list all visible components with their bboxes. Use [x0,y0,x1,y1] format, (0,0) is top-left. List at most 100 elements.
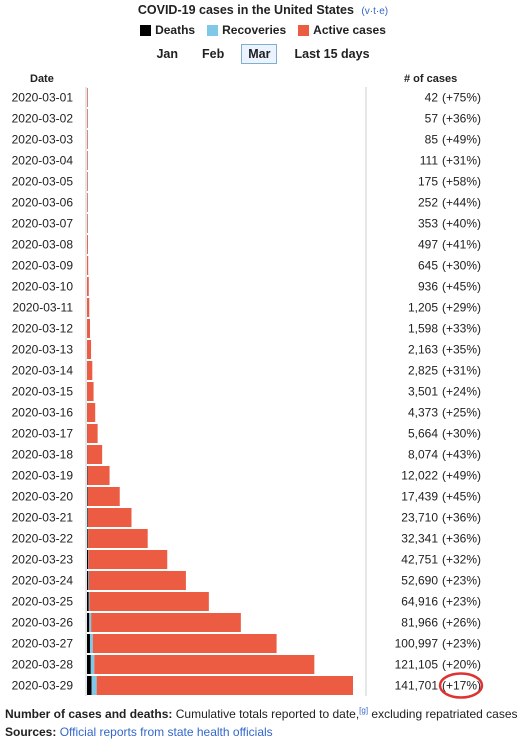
date-label: 2020-03-15 [12,385,74,399]
total-label: 252 [418,196,438,210]
bar-recoveries [88,550,89,569]
date-label: 2020-03-26 [12,616,74,630]
date-label: 2020-03-05 [12,175,74,189]
change-label: (+32%) [442,553,481,567]
bar-active-cases [87,130,88,149]
bar-deaths [87,613,90,632]
change-label: (+43%) [442,448,481,462]
bar-deaths [87,592,89,611]
total-label: 141,701 [395,679,439,693]
bar-deaths [87,550,89,569]
change-label: (+45%) [442,490,481,504]
edit-link[interactable]: e [379,6,385,17]
date-label: 2020-03-11 [13,301,74,315]
total-label: 17,439 [401,490,438,504]
month-tabs: Jan Feb Mar Last 15 days [0,44,526,64]
footnote-ref[interactable]: [g] [359,706,369,715]
date-label: 2020-03-21 [12,511,74,525]
date-label: 2020-03-09 [12,259,74,273]
date-label: 2020-03-28 [12,658,74,672]
bar-active-cases [87,256,89,275]
legend-swatch-recoveries [207,24,219,36]
date-label: 2020-03-18 [12,448,74,462]
bar-active-cases [87,361,93,380]
change-label: (+45%) [442,280,481,294]
date-label: 2020-03-29 [12,679,74,693]
date-label: 2020-03-13 [12,343,74,357]
total-label: 175 [418,175,438,189]
bar-active-cases [87,298,90,317]
change-label: (+20%) [442,658,481,672]
cases-chart: 2020-03-01 42 (+75%)2020-03-02 57 (+36%)2020… [12,87,484,699]
tab-feb[interactable]: Feb [202,47,225,61]
bar-recoveries [87,508,89,527]
legend-swatch-deaths [140,24,152,36]
bar-recoveries [91,676,97,695]
change-label: (+36%) [442,511,481,525]
bar-deaths [87,655,91,674]
date-label: 2020-03-08 [12,238,74,252]
total-label: 111 [420,154,439,168]
total-label: 936 [418,280,438,294]
date-label: 2020-03-01 [12,91,74,105]
change-label: (+31%) [442,154,481,168]
date-label: 2020-03-22 [12,532,74,546]
view-link[interactable]: v [364,6,370,17]
change-label: (+44%) [442,196,481,210]
date-label: 2020-03-04 [12,154,74,168]
total-label: 12,022 [401,469,438,483]
sources-link[interactable]: Official reports from state health offic… [59,725,273,739]
bar-active-cases [92,634,277,653]
total-label: 85 [425,133,439,147]
date-label: 2020-03-06 [12,196,74,210]
bar-active-cases [91,613,241,632]
change-label: (+36%) [442,532,481,546]
bar-active-cases [87,487,120,506]
change-label: (+25%) [442,406,481,420]
total-label: 2,163 [408,343,438,357]
total-label: 57 [425,112,439,126]
bar-deaths [87,529,88,548]
change-label: (+29%) [442,301,481,315]
date-label: 2020-03-12 [12,322,74,336]
date-label: 2020-03-20 [12,490,74,504]
legend-label-recoveries: Recoveries [222,23,287,37]
tab-mar[interactable]: Mar [241,44,278,64]
total-label: 1,205 [408,301,438,315]
bar-deaths [87,634,90,653]
legend-label-active: Active cases [313,23,386,37]
legend-active: Active cases [298,23,386,37]
total-label: 8,074 [408,448,438,462]
talk-link[interactable]: t [373,6,376,17]
date-label: 2020-03-07 [12,217,74,231]
bar-active-cases [87,214,88,233]
date-label: 2020-03-24 [12,574,74,588]
vte-links: (v·t·e) [361,6,389,17]
bar-deaths [87,466,88,485]
bar-active-cases [87,382,94,401]
tab-last-15-days[interactable]: Last 15 days [294,47,370,61]
tab-jan[interactable]: Jan [156,47,179,61]
chart-legend: Deaths Recoveries Active cases [0,23,526,37]
total-label: 32,341 [401,532,438,546]
total-label: 4,373 [408,406,438,420]
highlight-circle [438,672,484,699]
total-label: 2,825 [408,364,438,378]
chart-title: COVID-19 cases in the United States (v·t… [0,3,526,17]
change-label: (+58%) [442,175,481,189]
bar-active-cases [87,445,103,464]
bar-active-cases [87,151,88,170]
bar-active-cases [87,88,88,107]
footnote-suffix: excluding repatriated cases [371,707,518,721]
total-label: 42 [425,91,439,105]
date-label: 2020-03-25 [12,595,74,609]
footnote: Number of cases and deaths: Cumulative t… [5,706,518,721]
total-label: 52,690 [401,574,438,588]
total-label: 23,710 [401,511,438,525]
change-label: (+41%) [442,238,481,252]
change-label: (+35%) [442,343,481,357]
bar-recoveries [90,655,95,674]
sources: Sources: Official reports from state hea… [5,725,273,739]
footnote-label: Number of cases and deaths: [5,707,173,721]
cases-column-header: # of cases [404,73,458,85]
